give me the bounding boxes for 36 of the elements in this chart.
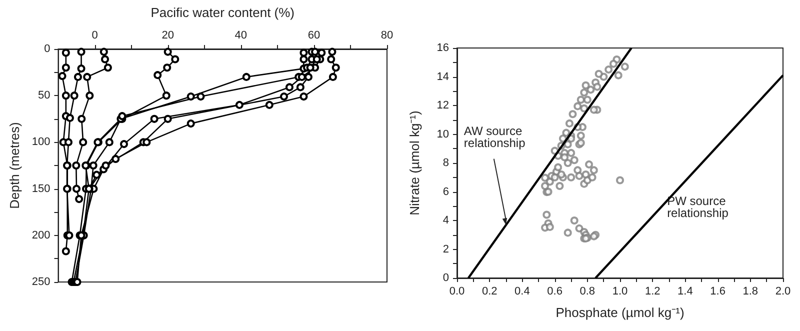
y-tick-label: 100 xyxy=(32,136,50,148)
x-tick-label: 40 xyxy=(234,30,248,42)
x-tick-label: 0 xyxy=(92,30,98,42)
y-tick-label: 4 xyxy=(442,214,449,226)
x-tick-label: 1.4 xyxy=(678,286,693,298)
x-tick-label: 1.2 xyxy=(644,286,660,298)
x-tick-label: 20 xyxy=(162,30,174,42)
x-tick-label: 0.8 xyxy=(580,286,596,298)
y-tick-label: 2 xyxy=(442,243,449,256)
y-tick-label: 250 xyxy=(32,276,50,288)
x-tick-label: 80 xyxy=(380,30,394,42)
y-tick-label: 0 xyxy=(44,43,50,55)
y-tick-label: 12 xyxy=(436,100,449,112)
y-tick-label: 0 xyxy=(442,272,449,284)
y-tick-label: 6 xyxy=(442,186,449,198)
x-tick-label: 60 xyxy=(308,30,320,42)
y-tick-label: 16 xyxy=(436,42,449,54)
y-tick-label: 50 xyxy=(38,90,50,102)
x-tick-label: 1.8 xyxy=(742,286,758,298)
y-tick-label: 14 xyxy=(436,70,449,83)
y-axis-title: Depth (metres) xyxy=(7,122,22,209)
y-tick-label: 10 xyxy=(436,128,449,140)
x-tick-label: 1.6 xyxy=(710,286,726,298)
x-tick-label: 0.2 xyxy=(482,286,498,298)
x-axis-title: Phosphate (µmol kg⁻¹) xyxy=(556,305,684,320)
y-tick-label: 8 xyxy=(442,157,449,169)
x-tick-label: 2.0 xyxy=(775,286,791,298)
y-axis-title: Nitrate (µmol kg⁻¹) xyxy=(407,110,422,216)
y-tick-label: 150 xyxy=(32,182,50,195)
annotation: AW source relationship xyxy=(464,124,526,150)
x-tick-label: 0.6 xyxy=(547,286,562,298)
x-tick-label: 0.4 xyxy=(514,286,530,298)
x-tick-label: 1.0 xyxy=(612,286,628,298)
x-axis-title: Pacific water content (%) xyxy=(150,5,295,20)
y-tick-label: 200 xyxy=(32,229,50,242)
x-tick-label: 0.0 xyxy=(449,286,465,298)
